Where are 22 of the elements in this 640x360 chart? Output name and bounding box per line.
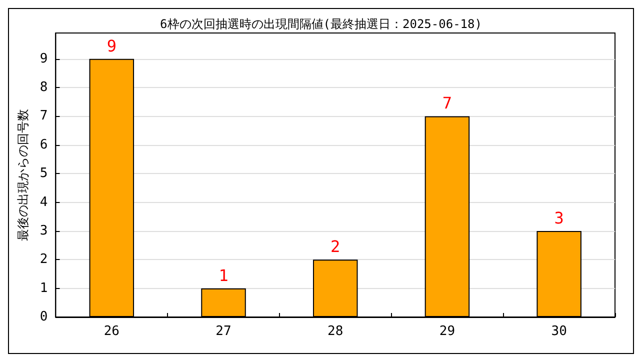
chart-title: 6枠の次回抽選時の出現間隔値(最終抽選日：2025-06-18) [160, 17, 482, 31]
data-label: 3 [554, 208, 564, 228]
y-tick-label: 5 [40, 166, 48, 182]
y-tick-label: 6 [40, 137, 48, 152]
x-tick-label: 30 [551, 324, 567, 339]
y-tick-label: 9 [40, 51, 48, 66]
y-tick-label: 4 [40, 194, 48, 210]
x-tick-label: 26 [104, 324, 120, 339]
x-tick-label: 28 [328, 324, 344, 339]
y-tick-label: 1 [40, 280, 48, 296]
y-tick-label: 2 [40, 252, 48, 268]
data-label: 2 [330, 237, 340, 256]
y-tick-label: 7 [40, 108, 48, 124]
y-tick-label: 3 [40, 223, 48, 238]
x-tick-label: 29 [439, 324, 456, 339]
y-tick-label: 0 [40, 310, 48, 324]
y-axis-title: 最後の出現からの回号数 [16, 109, 30, 241]
data-label: 9 [106, 36, 116, 56]
data-label: 1 [218, 266, 228, 285]
y-tick-label: 8 [40, 80, 48, 96]
x-tick-label: 27 [216, 324, 232, 339]
data-label: 7 [442, 94, 452, 113]
